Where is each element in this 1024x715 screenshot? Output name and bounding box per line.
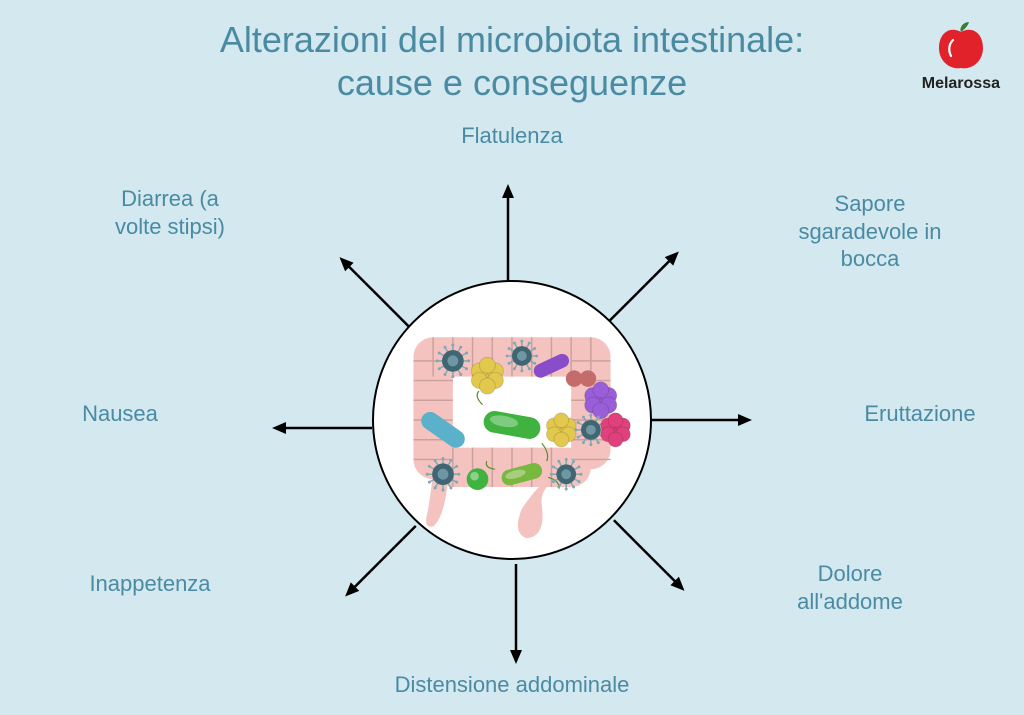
logo: Melarossa <box>922 20 1000 93</box>
diagram-label: Nausea <box>40 400 200 428</box>
arrow <box>272 420 372 428</box>
title-line-2: cause e conseguenze <box>0 61 1024 104</box>
arrow <box>508 184 516 284</box>
diagram-label: Eruttazione <box>820 400 1020 428</box>
diagram-label: Diarrea (avolte stipsi) <box>90 185 250 240</box>
diagram: Flatulenza Saporesgaradevole inbocca Erutt… <box>0 120 1024 715</box>
title-line-1: Alterazioni del microbiota intestinale: <box>0 18 1024 61</box>
arrow <box>508 564 516 664</box>
diagram-label: Inappetenza <box>50 570 250 598</box>
center-circle <box>372 280 652 560</box>
diagram-label: Doloreall'addome <box>770 560 930 615</box>
apple-icon <box>933 20 989 72</box>
diagram-label: Saporesgaradevole inbocca <box>770 190 970 273</box>
diagram-label: Flatulenza <box>412 122 612 150</box>
diagram-label: Distensione addominale <box>312 671 712 699</box>
logo-text: Melarossa <box>922 75 1000 93</box>
arrow <box>652 420 752 428</box>
page-title: Alterazioni del microbiota intestinale: … <box>0 18 1024 104</box>
intestine-illustration <box>374 282 650 558</box>
